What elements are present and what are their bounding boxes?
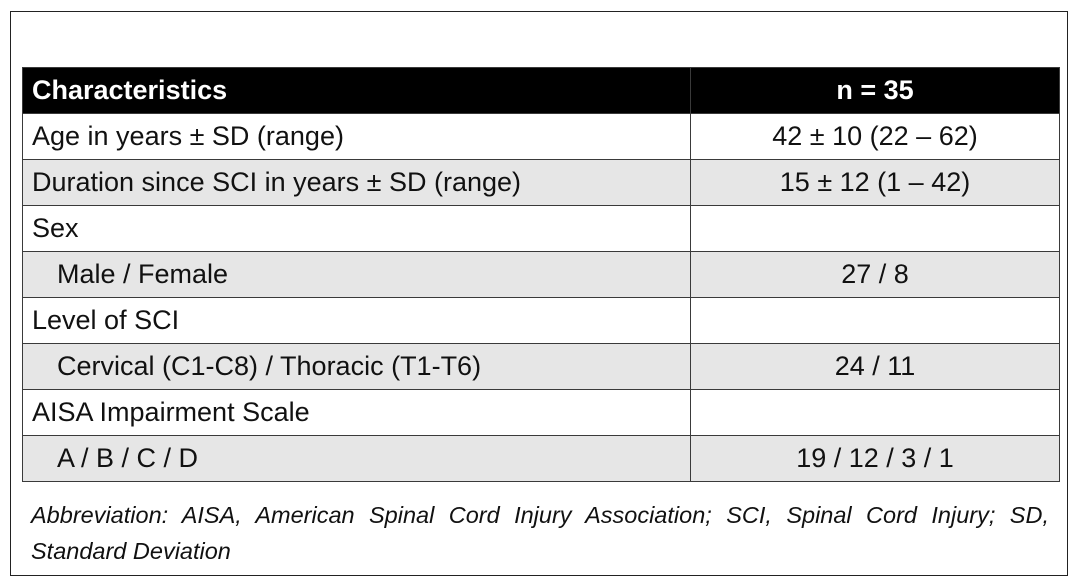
table-row: Age in years ± SD (range) 42 ± 10 (22 – … [22,113,1060,160]
table-row: Cervical (C1-C8) / Thoracic (T1-T6) 24 /… [22,343,1060,390]
row-label: A / B / C / D [22,435,691,482]
row-value: 15 ± 12 (1 – 42) [690,159,1060,206]
row-value: 42 ± 10 (22 – 62) [690,113,1060,160]
table-row: AISA Impairment Scale [22,389,1060,436]
row-label: Level of SCI [22,297,691,344]
row-label: AISA Impairment Scale [22,389,691,436]
row-label: Cervical (C1-C8) / Thoracic (T1-T6) [22,343,691,390]
row-value [690,297,1060,344]
row-label: Duration since SCI in years ± SD (range) [22,159,691,206]
row-value [690,389,1060,436]
row-label: Age in years ± SD (range) [22,113,691,160]
row-value [690,205,1060,252]
header-sample-size: n = 35 [690,67,1060,114]
row-value: 19 / 12 / 3 / 1 [690,435,1060,482]
table-header-row: Characteristics n = 35 [22,67,1060,114]
characteristics-table: Characteristics n = 35 Age in years ± SD… [22,67,1060,482]
table-row: Duration since SCI in years ± SD (range)… [22,159,1060,206]
header-characteristics: Characteristics [22,67,691,114]
table-row: Sex [22,205,1060,252]
table-row: A / B / C / D 19 / 12 / 3 / 1 [22,435,1060,482]
row-label: Male / Female [22,251,691,298]
abbreviation-footnote: Abbreviation: AISA, American Spinal Cord… [31,502,1049,564]
row-value: 24 / 11 [690,343,1060,390]
table-row: Level of SCI [22,297,1060,344]
row-value: 27 / 8 [690,251,1060,298]
table-row: Male / Female 27 / 8 [22,251,1060,298]
row-label: Sex [22,205,691,252]
